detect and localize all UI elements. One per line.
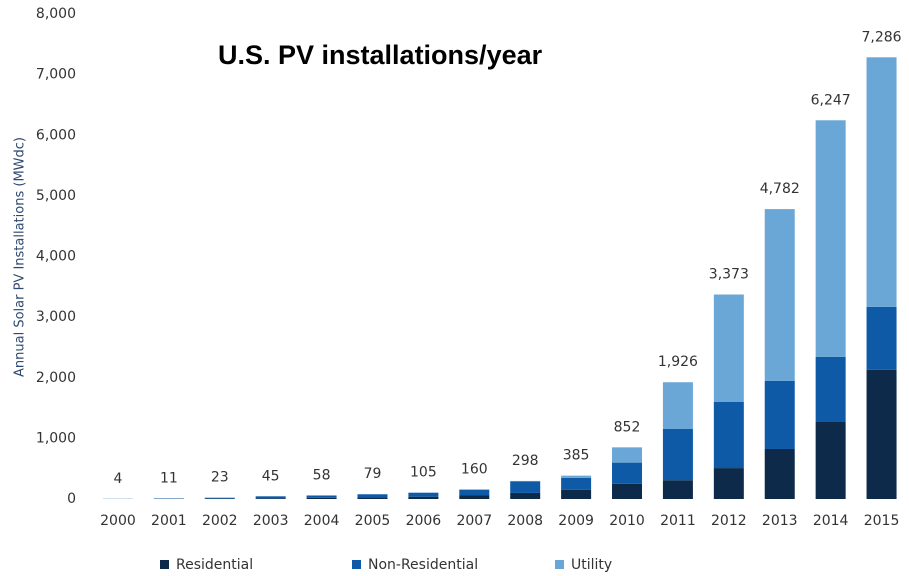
y-tick-label: 8,000 [36, 6, 76, 22]
bar-segment [612, 483, 643, 499]
total-label: 385 [563, 448, 590, 464]
total-label: 4 [113, 471, 122, 487]
total-label: 4,782 [760, 181, 800, 197]
bar-segment [561, 475, 592, 478]
total-label: 7,286 [862, 29, 902, 45]
total-label: 1,926 [658, 354, 698, 370]
y-tick-label: 5,000 [36, 188, 76, 204]
y-tick-label: 6,000 [36, 127, 76, 143]
x-tick-label: 2013 [762, 513, 798, 529]
chart-title: U.S. PV installations/year [218, 40, 543, 70]
legend-swatch [352, 560, 361, 569]
x-tick-label: 2010 [609, 513, 645, 529]
bar-segment [459, 495, 490, 499]
x-tick-label: 2006 [406, 513, 442, 529]
bar-segment [866, 306, 897, 370]
bar-segment [662, 382, 693, 429]
bar-segment [713, 402, 744, 469]
bar-segment [713, 294, 744, 402]
bar-segment [612, 462, 643, 484]
bar-segment [764, 448, 795, 499]
bar-segment [357, 494, 388, 498]
total-label: 852 [614, 419, 641, 435]
total-label: 23 [211, 470, 229, 486]
y-tick-label: 7,000 [36, 67, 76, 83]
x-tick-label: 2000 [100, 513, 136, 529]
bar-segment [306, 497, 337, 499]
x-tick-label: 2001 [151, 513, 187, 529]
x-tick-label: 2011 [660, 513, 696, 529]
bar-segment [306, 495, 337, 498]
bar-segment [815, 422, 846, 499]
total-label: 298 [512, 453, 539, 469]
x-tick-label: 2004 [304, 513, 340, 529]
legend-swatch [160, 560, 169, 569]
bar-segment [662, 480, 693, 499]
x-tick-label: 2003 [253, 513, 289, 529]
y-tick-label: 3,000 [36, 309, 76, 325]
total-label: 45 [262, 468, 280, 484]
y-tick-label: 4,000 [36, 249, 76, 265]
y-tick-label: 0 [67, 491, 76, 507]
bar-segment [764, 380, 795, 449]
total-label: 105 [410, 465, 437, 481]
bar-segment [255, 498, 286, 499]
bar-segment [662, 428, 693, 481]
x-tick-label: 2014 [813, 513, 849, 529]
bar-segment [204, 497, 235, 499]
x-tick-label: 2008 [507, 513, 543, 529]
total-label: 3,373 [709, 267, 749, 283]
bar-segment [510, 481, 541, 493]
legend-label: Non-Residential [368, 557, 478, 573]
total-label: 160 [461, 461, 488, 477]
total-label: 79 [364, 466, 382, 482]
bar-segment [612, 447, 643, 463]
bar-segment [866, 57, 897, 307]
x-tick-label: 2012 [711, 513, 747, 529]
y-tick-label: 1,000 [36, 430, 76, 446]
bar-segment [255, 496, 286, 499]
y-axis-label: Annual Solar PV Installations (MWdc) [13, 137, 28, 377]
bar-segment [561, 489, 592, 499]
total-label: 11 [160, 470, 178, 486]
x-tick-label: 2002 [202, 513, 238, 529]
bar-segment [510, 492, 541, 499]
x-tick-label: 2009 [558, 513, 594, 529]
bar-segment [815, 356, 846, 423]
bar-segment [408, 496, 439, 499]
bar-segment [561, 477, 592, 490]
total-label: 58 [313, 467, 331, 483]
x-tick-label: 2007 [456, 513, 492, 529]
legend-label: Utility [571, 557, 612, 573]
x-tick-label: 2005 [355, 513, 391, 529]
bar-segment [713, 468, 744, 499]
bar-segment [764, 209, 795, 381]
y-tick-label: 2,000 [36, 370, 76, 386]
bar-segment [357, 497, 388, 499]
legend-label: Residential [176, 557, 253, 573]
bar-segment [459, 489, 490, 496]
total-label: 6,247 [811, 92, 851, 108]
bar-segment [866, 369, 897, 499]
x-tick-label: 2015 [864, 513, 900, 529]
bar-segment [815, 120, 846, 357]
bar-segment [408, 492, 439, 497]
legend-swatch [555, 560, 564, 569]
